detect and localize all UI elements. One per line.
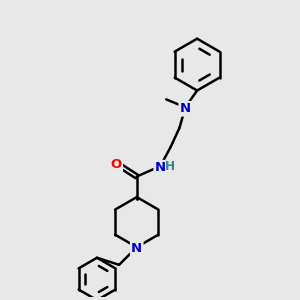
Text: N: N — [131, 242, 142, 255]
Text: N: N — [180, 102, 191, 115]
Text: N: N — [155, 161, 166, 174]
Text: O: O — [110, 158, 122, 171]
Text: H: H — [165, 160, 175, 173]
